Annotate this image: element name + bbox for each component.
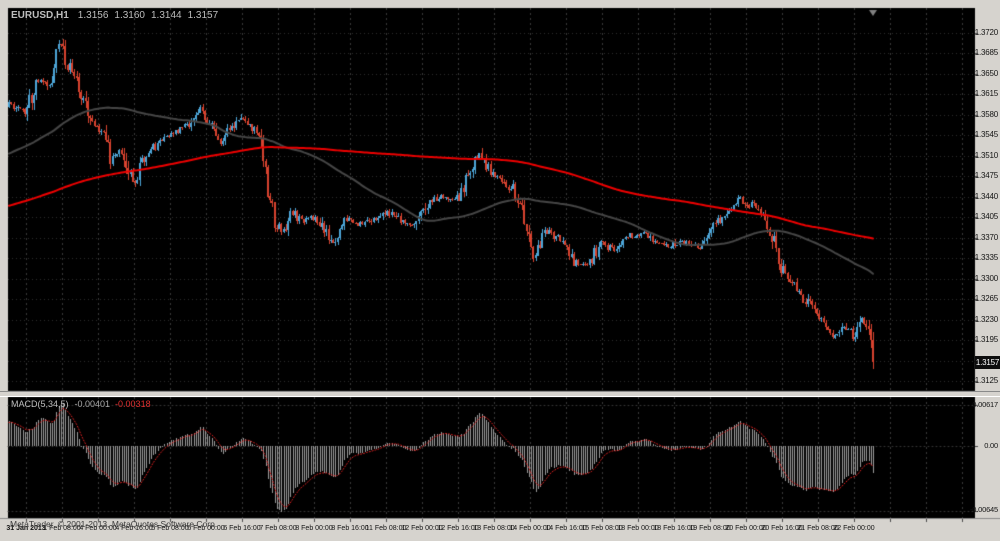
symbol-timeframe-label: EURUSD,H1 bbox=[11, 10, 69, 21]
time-axis-label: 5 Feb 08:00 bbox=[151, 525, 189, 532]
time-axis-label: 20 Feb 00:00 bbox=[725, 525, 767, 532]
time-axis-label: 1 Feb 08:00 bbox=[43, 525, 81, 532]
time-scale[interactable]: 31 Jan 2013 1 Feb 08:00 4 Feb 00:00 4 Feb 1… bbox=[0, 518, 1000, 541]
time-axis-label: 15 Feb 08:00 bbox=[581, 525, 623, 532]
price-axis-label: 1.3580 bbox=[974, 110, 998, 119]
price-axis-label: 1.3720 bbox=[974, 28, 998, 37]
price-axis-label: 1.3195 bbox=[974, 335, 998, 344]
time-axis-label: 20 Feb 16:00 bbox=[761, 525, 803, 532]
time-axis-label: 12 Feb 00:00 bbox=[401, 525, 443, 532]
price-axis-label: 1.3230 bbox=[974, 315, 998, 324]
macd-main-value: -0.00401 bbox=[74, 399, 111, 409]
price-axis-label: 1.3300 bbox=[974, 274, 998, 283]
close-value: 1.3157 bbox=[187, 10, 219, 21]
price-axis-label: 1.3475 bbox=[974, 171, 998, 180]
time-axis-label: 18 Feb 00:00 bbox=[617, 525, 659, 532]
price-axis-label: 1.3335 bbox=[974, 253, 998, 262]
time-axis-label: 7 Feb 08:00 bbox=[259, 525, 297, 532]
time-axis-label: 31 Jan 2013 bbox=[6, 525, 46, 532]
time-axis-label: 12 Feb 16:00 bbox=[437, 525, 479, 532]
price-axis-label: 1.3510 bbox=[974, 151, 998, 160]
time-axis-label: 6 Feb 00:00 bbox=[187, 525, 225, 532]
macd-axis-bottom-label: -0.00645 bbox=[969, 505, 998, 514]
time-axis-label: 8 Feb 16:00 bbox=[331, 525, 369, 532]
macd-axis-top-label: 0.00617 bbox=[972, 400, 998, 409]
time-axis-label: 14 Feb 00:00 bbox=[509, 525, 551, 532]
time-axis-label: 8 Feb 00:00 bbox=[295, 525, 333, 532]
time-axis-label: 14 Feb 16:00 bbox=[545, 525, 587, 532]
copyright-label: MetaTrader, © 2001-2013, MetaQuotes Soft… bbox=[10, 519, 218, 529]
time-axis-label: 22 Feb 00:00 bbox=[833, 525, 875, 532]
low-value: 1.3144 bbox=[150, 10, 182, 21]
price-axis-label: 1.3265 bbox=[974, 294, 998, 303]
open-value: 1.3156 bbox=[77, 10, 109, 21]
price-axis-label: 1.3440 bbox=[974, 192, 998, 201]
macd-title: MACD(5,34,5) bbox=[11, 399, 69, 409]
price-axis-label: 1.3545 bbox=[974, 130, 998, 139]
macd-indicator-label: MACD(5,34,5) -0.00401 -0.00318 bbox=[11, 399, 151, 409]
macd-zero-label: 0.00 bbox=[984, 441, 998, 450]
time-axis-label: 6 Feb 16:00 bbox=[223, 525, 261, 532]
price-axis-label: 1.3650 bbox=[974, 69, 998, 78]
macd-scale: 0.00617 0.00 -0.00645 bbox=[970, 0, 1000, 541]
current-price-badge: 1.3157 bbox=[975, 356, 1000, 369]
price-axis-label: 1.3685 bbox=[974, 48, 998, 57]
price-axis-label: 1.3125 bbox=[974, 376, 998, 385]
macd-signal-value: -0.00318 bbox=[115, 399, 151, 409]
panel-splitter[interactable] bbox=[0, 391, 1000, 397]
current-price-value: 1.3157 bbox=[975, 358, 1000, 367]
price-axis-label: 1.3370 bbox=[974, 233, 998, 242]
time-axis-label: 11 Feb 08:00 bbox=[365, 525, 407, 532]
symbol-ohlc-label: EURUSD,H1 1.3156 1.3160 1.3144 1.3157 bbox=[11, 10, 224, 21]
price-axis-label: 1.3405 bbox=[974, 212, 998, 221]
time-axis-label: 13 Feb 08:00 bbox=[473, 525, 515, 532]
time-axis-label: 18 Feb 16:00 bbox=[653, 525, 695, 532]
time-axis-label: 4 Feb 16:00 bbox=[115, 525, 153, 532]
time-axis-label: 21 Feb 08:00 bbox=[797, 525, 839, 532]
time-axis-label: 19 Feb 08:00 bbox=[689, 525, 731, 532]
price-axis-label: 1.3615 bbox=[974, 89, 998, 98]
time-axis-label: 4 Feb 00:00 bbox=[79, 525, 117, 532]
high-value: 1.3160 bbox=[114, 10, 145, 21]
